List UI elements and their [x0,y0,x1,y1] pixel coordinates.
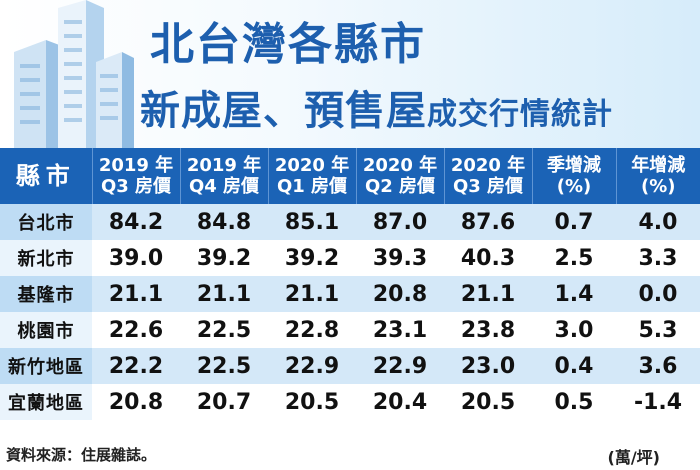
footer: 資料來源：住展雜誌。 (萬/坪) [0,430,700,470]
table-cell: 22.9 [356,348,444,384]
table-cell: 3.0 [532,312,616,348]
row-city: 基隆市 [0,276,92,312]
header-2020-q2: 2020 年 Q2 房價 [356,148,445,204]
chart-subtitle: 新成屋、預售屋成交行情統計 [140,78,613,136]
table-cell: 5.3 [616,312,700,348]
table-cell: 22.9 [268,348,356,384]
source-note: 資料來源：住展雜誌。 [6,446,157,464]
table-header-row: 縣市 2019 年 Q3 房價 2019 年 Q4 房價 2020 年 Q1 房價 2… [0,148,700,204]
table-cell: 22.5 [180,312,268,348]
table-cell: 21.1 [268,276,356,312]
table-cell: 22.2 [92,348,180,384]
subtitle-tail: 成交行情統計 [427,97,613,132]
chart-title: 北台灣各縣市 [150,19,426,70]
table-cell: 23.0 [444,348,532,384]
header-line: 2019 年 [186,155,262,176]
header-city: 縣市 [0,148,93,204]
table-cell: 84.2 [92,204,180,240]
table-cell: 2.5 [532,240,616,276]
buildings-illustration [14,0,134,148]
subtitle-main: 新成屋、預售屋 [140,88,427,134]
table-cell: 22.6 [92,312,180,348]
header-2020-q1: 2020 年 Q1 房價 [268,148,357,204]
table-cell: 22.5 [180,348,268,384]
table-cell: 20.4 [356,384,444,420]
row-city: 台北市 [0,204,92,240]
table-cell: 3.6 [616,348,700,384]
header-line: 年增減 [631,155,686,176]
header-quarter-change: 季增減 (%) [532,148,617,204]
header-2019-q3: 2019 年 Q3 房價 [92,148,181,204]
table-cell: 21.1 [444,276,532,312]
table-cell: 3.3 [616,240,700,276]
table-row: 桃園市 22.6 22.5 22.8 23.1 23.8 3.0 5.3 [0,312,700,348]
table-cell: 87.0 [356,204,444,240]
title-banner: 北台灣各縣市 新成屋、預售屋成交行情統計 [0,0,700,148]
table-cell: 23.8 [444,312,532,348]
table-cell: 1.4 [532,276,616,312]
header-line: 2019 年 [98,155,174,176]
table-cell: 39.2 [180,240,268,276]
header-line: Q2 房價 [364,176,436,197]
row-city: 新竹地區 [0,348,92,384]
header-line: 2020 年 [450,155,526,176]
table-cell: 4.0 [616,204,700,240]
header-line: 季增減 [547,155,601,176]
table-cell: 20.5 [268,384,356,420]
unit-label: (萬/坪) [607,448,660,467]
table-cell: 39.2 [268,240,356,276]
table-cell: 39.0 [92,240,180,276]
table-cell: 20.7 [180,384,268,420]
header-line: Q1 房價 [276,176,348,197]
table-cell: 20.8 [356,276,444,312]
header-line: (%) [556,176,592,197]
table-cell: 23.1 [356,312,444,348]
header-year-change: 年增減 (%) [616,148,700,204]
row-city: 新北市 [0,240,92,276]
table-cell: 20.8 [92,384,180,420]
table-cell: 0.4 [532,348,616,384]
table-cell: 22.8 [268,312,356,348]
table-cell: 21.1 [92,276,180,312]
table-cell: 40.3 [444,240,532,276]
table-cell: 84.8 [180,204,268,240]
table-row: 台北市 84.2 84.8 85.1 87.0 87.6 0.7 4.0 [0,204,700,240]
table-cell: 85.1 [268,204,356,240]
table-cell: 0.7 [532,204,616,240]
table-cell: 0.5 [532,384,616,420]
header-line: (%) [641,176,676,197]
table-row: 新北市 39.0 39.2 39.2 39.3 40.3 2.5 3.3 [0,240,700,276]
header-line: Q3 房價 [452,176,524,197]
header-line: 2020 年 [362,155,438,176]
table-cell: 20.5 [444,384,532,420]
table-cell: -1.4 [616,384,700,420]
header-2020-q3: 2020 年 Q3 房價 [444,148,533,204]
row-city: 桃園市 [0,312,92,348]
price-table: 縣市 2019 年 Q3 房價 2019 年 Q4 房價 2020 年 Q1 房價 2… [0,148,700,420]
table-row: 新竹地區 22.2 22.5 22.9 22.9 23.0 0.4 3.6 [0,348,700,384]
table-row: 宜蘭地區 20.8 20.7 20.5 20.4 20.5 0.5 -1.4 [0,384,700,420]
header-line: 2020 年 [274,155,350,176]
header-line: Q4 房價 [188,176,260,197]
table-cell: 87.6 [444,204,532,240]
row-city: 宜蘭地區 [0,384,92,420]
header-2019-q4: 2019 年 Q4 房價 [180,148,269,204]
table-cell: 39.3 [356,240,444,276]
table-cell: 0.0 [616,276,700,312]
header-line: Q3 房價 [100,176,172,197]
table-cell: 21.1 [180,276,268,312]
table-row: 基隆市 21.1 21.1 21.1 20.8 21.1 1.4 0.0 [0,276,700,312]
